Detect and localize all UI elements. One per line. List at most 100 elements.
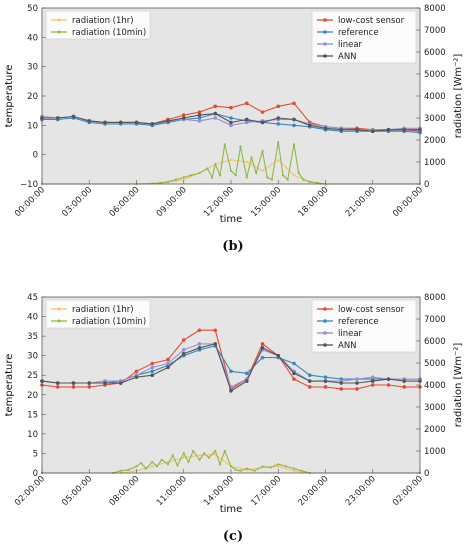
x-tick-label: 00:00:00	[13, 185, 47, 219]
x-axis-label: time	[220, 214, 243, 225]
radiation-10min-series-point	[239, 145, 242, 148]
radiation-10min-series-point	[300, 469, 303, 472]
x-tick-label: 20:00:00	[297, 474, 331, 508]
series-ann-point	[307, 379, 312, 383]
radiation-1hr-series-point	[151, 465, 154, 468]
y-right-tick-label: 0	[424, 180, 429, 190]
series-low_cost_sensor-point	[166, 357, 170, 362]
radiation-10min-series-point	[292, 143, 296, 146]
series-reference-point	[150, 369, 155, 374]
legend-label: radiation (1hr)	[72, 16, 134, 26]
radiation-10min-series-point	[286, 178, 289, 181]
radiation-10min-series-point	[135, 465, 138, 468]
series-low_cost_sensor-point	[307, 385, 312, 389]
series-ann-point	[55, 116, 60, 120]
x-tick-label: 18:00:00	[297, 185, 331, 219]
series-ann-point	[55, 381, 60, 385]
series-reference-point	[292, 361, 296, 366]
series-ann-point	[244, 379, 249, 383]
chart-2: 0 5 10 15 20 25 30 35 40 45 0 1000 2000 3000 4000 5000 6…	[4, 293, 464, 544]
legend-marker	[323, 343, 327, 347]
series-low_cost_sensor-point	[181, 113, 186, 117]
series-ann-point	[197, 113, 202, 117]
series-reference-point	[307, 373, 312, 378]
series-ann-point	[87, 381, 92, 385]
radiation-10min-series-point	[245, 176, 248, 179]
series-linear-point	[213, 116, 218, 120]
series-ann-point	[323, 379, 328, 383]
series-linear-point	[229, 123, 233, 128]
y-tick-label: 0	[33, 469, 38, 479]
radiation-10min-series-point	[182, 176, 185, 179]
series-ann-point	[402, 379, 407, 383]
legend-label: radiation (10min)	[72, 317, 146, 327]
series-ann-point	[103, 381, 107, 385]
y-tick-label: 15	[27, 410, 38, 420]
radiation-1hr-series-point	[277, 465, 280, 468]
radiation-10min-series-point	[285, 465, 288, 468]
x-tick-label: 17:00:00	[249, 474, 283, 508]
y-right-tick-label: 3000	[424, 403, 446, 413]
y-right-axis-label: radiation [Wm⁻²]	[453, 343, 464, 428]
radiation-10min-series-point	[261, 465, 264, 468]
y-right-tick-label: 3000	[424, 114, 446, 124]
radiation-10min-series-point	[214, 449, 217, 453]
series-ann-point	[71, 381, 76, 385]
radiation-10min-series-point	[144, 467, 148, 470]
y-right-tick-label: 7000	[424, 26, 446, 36]
radiation-10min-series-point	[316, 181, 319, 184]
legend-label: ANN	[338, 341, 357, 351]
x-tick-label: 03:00:00	[60, 185, 94, 219]
series-ann-point	[229, 389, 233, 393]
radiation-10min-series-point	[245, 467, 248, 470]
series-low_cost_sensor-point	[213, 104, 218, 109]
series-low_cost_sensor-point	[150, 361, 155, 366]
legend-label: low-cost sensor	[338, 305, 405, 315]
y-tick-label: 0	[33, 151, 38, 161]
radiation-10min-series-point	[269, 466, 272, 469]
radiation-1hr-series-point	[292, 174, 296, 177]
legend-marker	[323, 18, 327, 22]
radiation-10min-series-point	[297, 171, 300, 175]
radiation-1hr-series-point	[198, 454, 201, 457]
series-low_cost_sensor-point	[370, 383, 375, 387]
y-axis-label: temperature	[4, 65, 15, 128]
series-ann-point	[118, 120, 123, 125]
radiation-10min-series-point	[203, 452, 206, 455]
x-tick-label: 14:00:00	[202, 474, 236, 508]
legend-label: low-cost sensor	[338, 16, 405, 26]
series-ann-point	[134, 120, 139, 125]
y-right-tick-label: 4000	[424, 381, 446, 391]
series-ann-point	[87, 119, 92, 123]
series-linear-point	[370, 375, 375, 379]
series-linear-point	[150, 365, 155, 370]
series-ann-point	[213, 342, 218, 346]
radiation-10min-series-point	[206, 167, 209, 170]
y-tick-label: 40	[27, 33, 38, 43]
series-low_cost_sensor-point	[244, 101, 249, 106]
radiation-10min-series-point	[119, 469, 122, 472]
series-ann-point	[402, 127, 407, 132]
radiation-10min-series-point	[277, 463, 280, 466]
radiation-1hr-series-point	[245, 160, 248, 164]
series-ann-point	[213, 111, 218, 116]
y-tick-label: 30	[27, 63, 38, 73]
legend-marker	[323, 30, 327, 34]
radiation-10min-series-point	[155, 465, 159, 468]
series-low_cost_sensor-point	[55, 385, 60, 389]
series-ann-point	[339, 381, 344, 385]
radiation-10min-series-point	[234, 468, 237, 471]
series-low_cost_sensor-point	[181, 338, 186, 342]
series-low_cost_sensor-point	[292, 101, 296, 106]
x-tick-label: 02:00:00	[13, 474, 47, 508]
legend-label: reference	[338, 28, 379, 38]
radiation-10min-series-point	[151, 460, 154, 464]
legend-right: low-cost sensor reference linear ANN	[311, 10, 417, 64]
x-tick-label: 08:00:00	[108, 474, 142, 508]
radiation-10min-series-point	[166, 180, 170, 183]
series-reference-point	[260, 355, 265, 360]
series-ann-point	[355, 381, 359, 385]
y-tick-label: 35	[27, 332, 38, 342]
radiation-10min-series-point	[223, 143, 226, 146]
